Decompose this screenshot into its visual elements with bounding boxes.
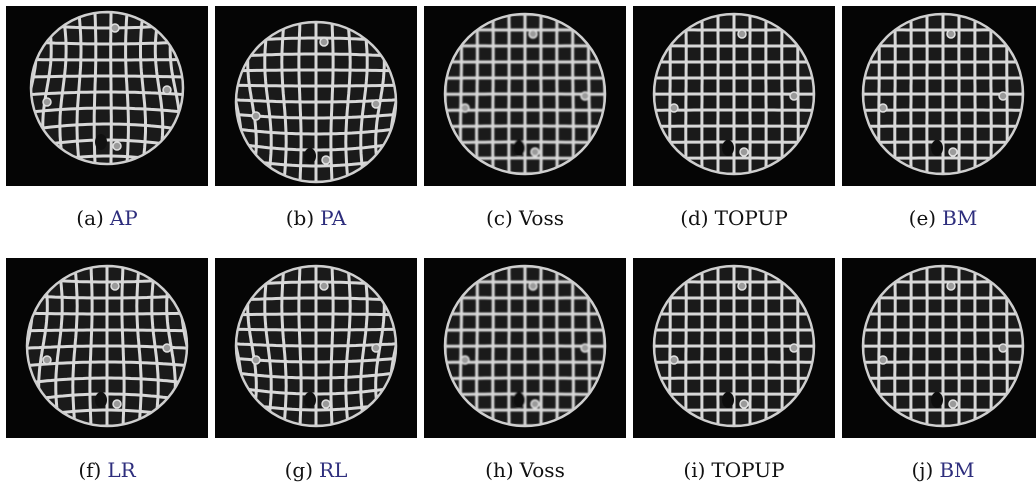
- phantom-image-g: [215, 258, 417, 438]
- panel-b: (b) PA: [215, 6, 417, 230]
- phantom-svg: [215, 6, 417, 186]
- panel-j: (j) BM: [842, 258, 1036, 482]
- caption-tag: (j): [911, 458, 934, 482]
- caption-j: (j) BM: [842, 458, 1036, 482]
- caption-label: BM: [942, 206, 978, 230]
- caption-tag: (f): [78, 458, 102, 482]
- phantom-svg: [424, 6, 626, 186]
- phantom-image-b: [215, 6, 417, 186]
- phantom-image-i: [633, 258, 835, 438]
- caption-label: TOPUP: [711, 458, 785, 482]
- caption-label: RL: [319, 458, 348, 482]
- caption-label: Voss: [518, 206, 564, 230]
- caption-label: PA: [320, 206, 347, 230]
- panel-h: (h) Voss: [424, 258, 626, 482]
- phantom-image-a: [6, 6, 208, 186]
- caption-c: (c) Voss: [424, 206, 626, 230]
- caption-label: AP: [109, 206, 138, 230]
- caption-h: (h) Voss: [424, 458, 626, 482]
- caption-tag: (h): [485, 458, 514, 482]
- caption-d: (d) TOPUP: [633, 206, 835, 230]
- panel-a: (a) AP: [6, 6, 208, 230]
- phantom-svg: [842, 258, 1036, 438]
- phantom-image-h: [424, 258, 626, 438]
- caption-label: BM: [939, 458, 975, 482]
- panel-f: (f) LR: [6, 258, 208, 482]
- caption-label: TOPUP: [714, 206, 788, 230]
- caption-tag: (d): [680, 206, 709, 230]
- caption-tag: (g): [284, 458, 314, 482]
- caption-f: (f) LR: [6, 458, 208, 482]
- caption-g: (g) RL: [215, 458, 417, 482]
- phantom-svg: [842, 6, 1036, 186]
- phantom-svg: [6, 258, 208, 438]
- caption-label: LR: [107, 458, 136, 482]
- caption-tag: (b): [285, 206, 315, 230]
- caption-tag: (e): [908, 206, 937, 230]
- panel-c: (c) Voss: [424, 6, 626, 230]
- phantom-image-c: [424, 6, 626, 186]
- panel-i: (i) TOPUP: [633, 258, 835, 482]
- phantom-image-e: [842, 6, 1036, 186]
- caption-tag: (i): [683, 458, 706, 482]
- caption-e: (e) BM: [842, 206, 1036, 230]
- caption-i: (i) TOPUP: [633, 458, 835, 482]
- phantom-svg: [424, 258, 626, 438]
- phantom-image-f: [6, 258, 208, 438]
- phantom-svg: [215, 258, 417, 438]
- phantom-svg: [633, 258, 835, 438]
- phantom-image-d: [633, 6, 835, 186]
- panel-d: (d) TOPUP: [633, 6, 835, 230]
- phantom-svg: [633, 6, 835, 186]
- panel-e: (e) BM: [842, 6, 1036, 230]
- caption-tag: (a): [76, 206, 104, 230]
- caption-tag: (c): [486, 206, 513, 230]
- panel-g: (g) RL: [215, 258, 417, 482]
- caption-b: (b) PA: [215, 206, 417, 230]
- phantom-svg: [6, 6, 208, 186]
- caption-a: (a) AP: [6, 206, 208, 230]
- caption-label: Voss: [519, 458, 565, 482]
- phantom-image-j: [842, 258, 1036, 438]
